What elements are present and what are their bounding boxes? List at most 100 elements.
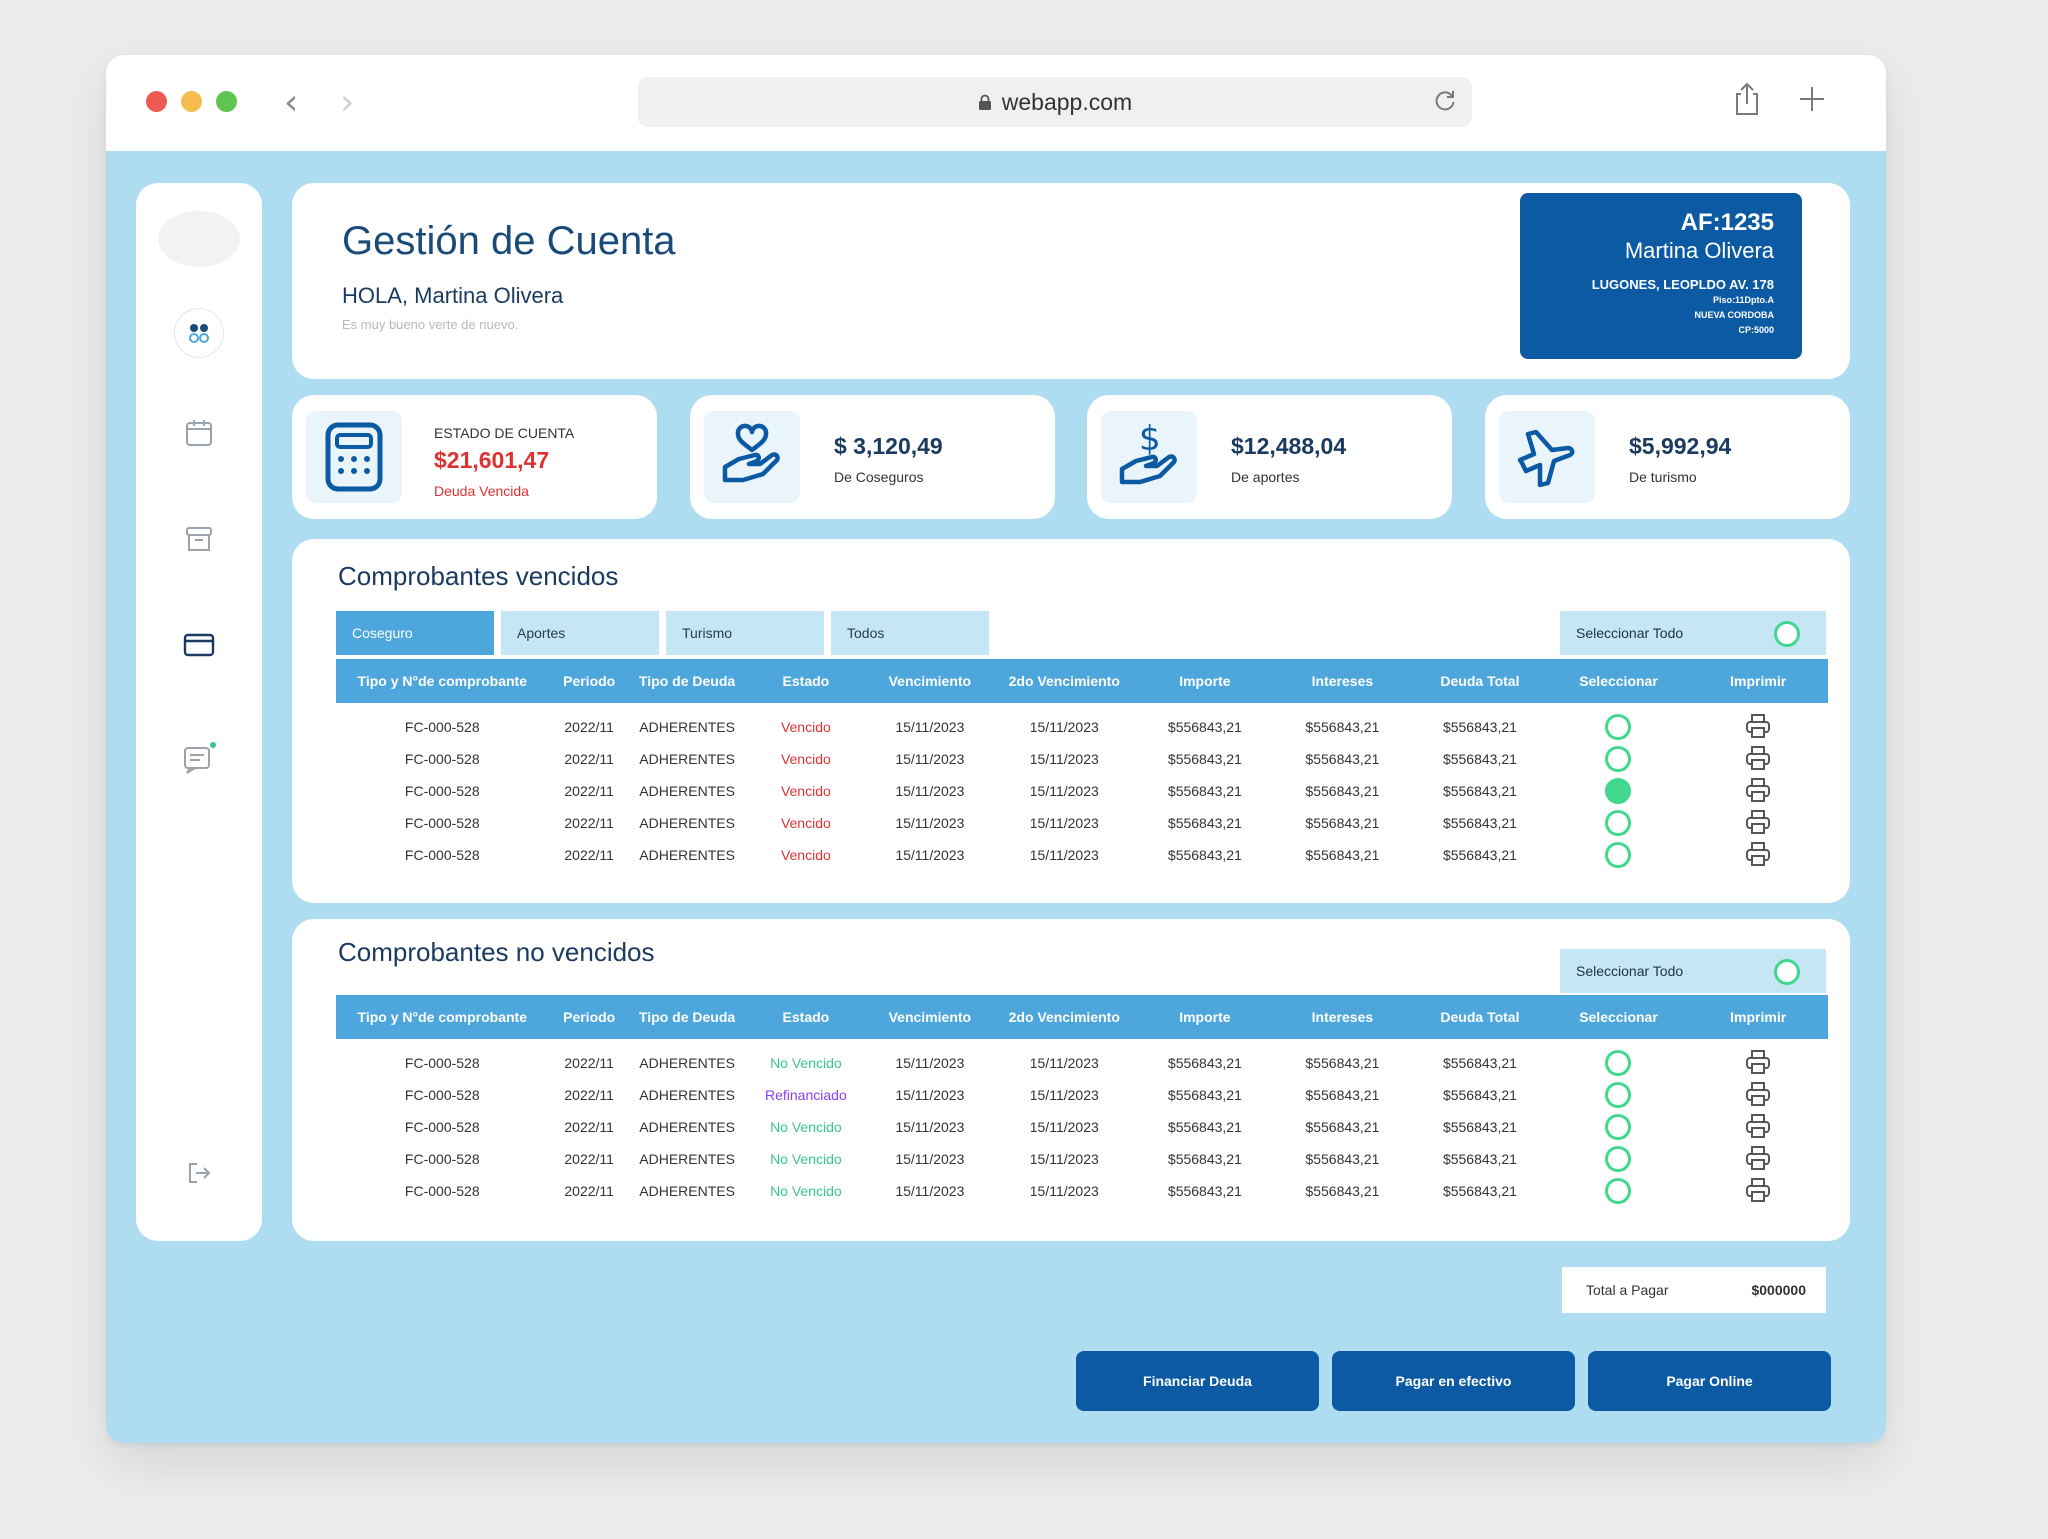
cell-importe: $556843,21 bbox=[1167, 1055, 1242, 1071]
cell-venc: 15/11/2023 bbox=[895, 1151, 965, 1167]
browser-titlebar: ‹ › webapp.com bbox=[106, 55, 1886, 151]
credit-card-icon[interactable] bbox=[175, 621, 223, 669]
cell-print bbox=[1688, 1047, 1828, 1079]
table-row[interactable]: FC-000-528 2022/11 ADHERENTES Vencido 15/11/… bbox=[336, 775, 1828, 807]
url-text: webapp.com bbox=[1001, 88, 1133, 115]
account-status-card[interactable]: ESTADO DE CUENTA $21,601,47 Deuda Vencid… bbox=[292, 395, 657, 519]
cell-venc2: 15/11/2023 bbox=[1029, 719, 1099, 735]
maximize-window-button[interactable] bbox=[216, 91, 237, 112]
printer-icon[interactable] bbox=[1744, 777, 1772, 806]
pending-select-all[interactable]: Seleccionar Todo bbox=[1560, 949, 1826, 993]
finance-debt-button[interactable]: Financiar Deuda bbox=[1076, 1351, 1319, 1411]
dashboard-icon[interactable] bbox=[175, 309, 223, 357]
table-row[interactable]: FC-000-528 2022/11 ADHERENTES Vencido 15/11/… bbox=[336, 711, 1828, 743]
table-row[interactable]: FC-000-528 2022/11 ADHERENTES Vencido 15/11/… bbox=[336, 839, 1828, 871]
tab-turismo[interactable]: Turismo bbox=[666, 611, 824, 655]
cell-print bbox=[1688, 839, 1828, 871]
cell-comprobante: FC-000-528 bbox=[404, 815, 480, 831]
select-radio[interactable] bbox=[1605, 714, 1632, 740]
select-all-label: Seleccionar Todo bbox=[1576, 963, 1684, 979]
minimize-window-button[interactable] bbox=[181, 91, 202, 112]
tab-todos[interactable]: Todos bbox=[831, 611, 989, 655]
table-row[interactable]: FC-000-528 2022/11 ADHERENTES No Vencido 15/… bbox=[336, 1143, 1828, 1175]
printer-icon[interactable] bbox=[1744, 1177, 1772, 1206]
aportes-value: $12,488,04 bbox=[1231, 433, 1347, 459]
messages-icon[interactable] bbox=[175, 735, 223, 783]
cell-importe: $556843,21 bbox=[1167, 847, 1242, 863]
cell-periodo: 2022/11 bbox=[564, 719, 614, 735]
table-row[interactable]: FC-000-528 2022/11 ADHERENTES Refinanciado 1… bbox=[336, 1079, 1828, 1111]
cell-importe: $556843,21 bbox=[1167, 719, 1242, 735]
table-row[interactable]: FC-000-528 2022/11 ADHERENTES Vencido 15/11/… bbox=[336, 807, 1828, 839]
close-window-button[interactable] bbox=[146, 91, 167, 112]
cell-select bbox=[1549, 711, 1689, 743]
cell-venc2: 15/11/2023 bbox=[1029, 1055, 1099, 1071]
printer-icon[interactable] bbox=[1744, 1081, 1772, 1110]
column-header: Estado bbox=[744, 995, 868, 1039]
calendar-icon[interactable] bbox=[175, 409, 223, 457]
column-header: Intereses bbox=[1273, 659, 1412, 703]
share-icon[interactable] bbox=[1732, 81, 1762, 122]
cell-venc: 15/11/2023 bbox=[895, 1183, 965, 1199]
archive-icon[interactable] bbox=[175, 515, 223, 563]
printer-icon[interactable] bbox=[1744, 841, 1772, 870]
cell-periodo: 2022/11 bbox=[564, 1183, 614, 1199]
cell-venc2: 15/11/2023 bbox=[1029, 815, 1099, 831]
cell-tipo: ADHERENTES bbox=[639, 1151, 735, 1167]
printer-icon[interactable] bbox=[1744, 809, 1772, 838]
column-header: Importe bbox=[1136, 995, 1274, 1039]
column-header: Deuda Total bbox=[1411, 659, 1549, 703]
select-all-radio[interactable] bbox=[1774, 959, 1800, 985]
browser-window: ‹ › webapp.com bbox=[106, 55, 1886, 1443]
reload-icon[interactable] bbox=[1432, 88, 1458, 119]
cell-venc2: 15/11/2023 bbox=[1029, 1183, 1099, 1199]
printer-icon[interactable] bbox=[1744, 1145, 1772, 1174]
logout-icon[interactable] bbox=[175, 1149, 223, 1197]
printer-icon[interactable] bbox=[1744, 713, 1772, 742]
overdue-select-all[interactable]: Seleccionar Todo bbox=[1560, 611, 1826, 655]
aportes-card[interactable]: $ $12,488,04 De aportes bbox=[1087, 395, 1452, 519]
avatar[interactable] bbox=[158, 211, 240, 267]
tab-aportes[interactable]: Aportes bbox=[501, 611, 659, 655]
printer-icon[interactable] bbox=[1744, 1049, 1772, 1078]
table-row[interactable]: FC-000-528 2022/11 ADHERENTES No Vencido 15/… bbox=[336, 1047, 1828, 1079]
select-all-radio[interactable] bbox=[1774, 621, 1800, 647]
pay-cash-button[interactable]: Pagar en efectivo bbox=[1332, 1351, 1575, 1411]
cell-total: $556843,21 bbox=[1442, 1183, 1517, 1199]
table-row[interactable]: FC-000-528 2022/11 ADHERENTES No Vencido 15/… bbox=[336, 1175, 1828, 1207]
printer-icon[interactable] bbox=[1744, 745, 1772, 774]
select-radio[interactable] bbox=[1605, 1146, 1632, 1172]
cell-print bbox=[1688, 807, 1828, 839]
select-radio[interactable] bbox=[1605, 810, 1632, 836]
affiliate-city: NUEVA CORDOBA bbox=[1694, 310, 1774, 320]
cell-select bbox=[1549, 775, 1689, 807]
address-bar[interactable]: webapp.com bbox=[638, 77, 1472, 127]
select-radio[interactable] bbox=[1605, 842, 1632, 868]
table-row[interactable]: FC-000-528 2022/11 ADHERENTES No Vencido 15/… bbox=[336, 1111, 1828, 1143]
cell-comprobante: FC-000-528 bbox=[404, 1151, 480, 1167]
new-tab-icon[interactable] bbox=[1798, 85, 1826, 118]
select-radio[interactable] bbox=[1605, 1178, 1632, 1204]
cell-venc: 15/11/2023 bbox=[895, 783, 965, 799]
aportes-sub: De aportes bbox=[1231, 469, 1300, 485]
select-radio[interactable] bbox=[1605, 1050, 1632, 1076]
select-radio[interactable] bbox=[1605, 1082, 1632, 1108]
cell-venc2: 15/11/2023 bbox=[1029, 783, 1099, 799]
table-row[interactable]: FC-000-528 2022/11 ADHERENTES Vencido 15/11/… bbox=[336, 743, 1828, 775]
turismo-card[interactable]: $5,992,94 De turismo bbox=[1485, 395, 1850, 519]
cell-importe: $556843,21 bbox=[1167, 1087, 1242, 1103]
forward-arrow-icon[interactable]: › bbox=[340, 82, 355, 123]
back-arrow-icon[interactable]: ‹ bbox=[284, 82, 299, 123]
select-radio[interactable] bbox=[1605, 1114, 1632, 1140]
pay-online-button[interactable]: Pagar Online bbox=[1588, 1351, 1831, 1411]
select-radio[interactable] bbox=[1605, 746, 1632, 772]
column-header: Deuda Total bbox=[1411, 995, 1549, 1039]
coseguros-card[interactable]: $ 3,120,49 De Coseguros bbox=[690, 395, 1055, 519]
cell-select bbox=[1549, 807, 1689, 839]
printer-icon[interactable] bbox=[1744, 1113, 1772, 1142]
select-radio[interactable] bbox=[1605, 778, 1632, 804]
tab-coseguro[interactable]: Coseguro bbox=[336, 611, 494, 655]
cell-tipo: ADHERENTES bbox=[639, 1055, 735, 1071]
cell-importe: $556843,21 bbox=[1167, 751, 1242, 767]
cell-estado: Vencido bbox=[780, 783, 831, 799]
